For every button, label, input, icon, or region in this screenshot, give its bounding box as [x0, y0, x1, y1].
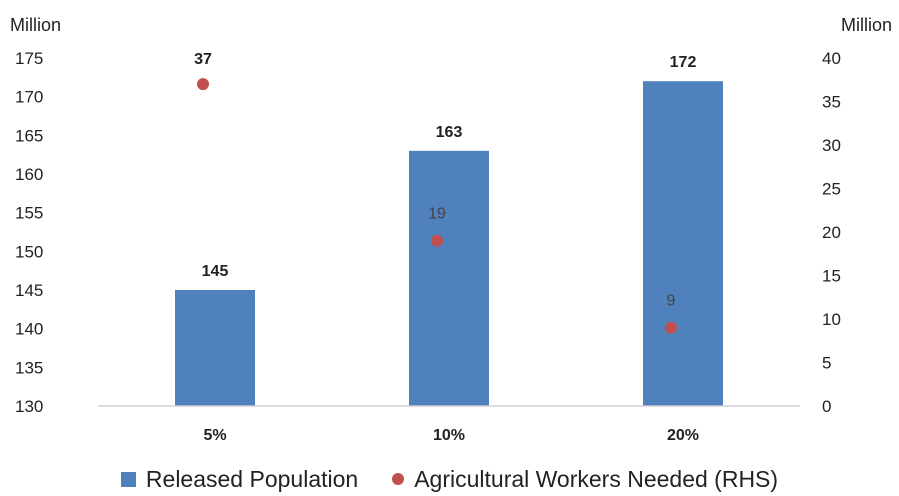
scatter-point — [665, 321, 677, 334]
right-axis-tick-label: 25 — [822, 180, 841, 199]
bar — [643, 81, 723, 406]
right-axis-unit-label: Million — [841, 15, 892, 35]
bar-data-label: 163 — [436, 124, 463, 141]
bar — [409, 150, 489, 406]
left-axis-tick-label: 130 — [15, 397, 43, 416]
left-axis-tick-label: 165 — [15, 126, 43, 145]
scatter-data-label: 37 — [194, 51, 212, 68]
right-axis-tick-label: 40 — [822, 49, 841, 68]
right-axis-tick-label: 5 — [822, 354, 831, 373]
legend-swatch-dot-icon — [392, 473, 405, 485]
left-axis-tick-label: 155 — [15, 204, 43, 223]
left-axis-tick-label: 175 — [15, 49, 43, 68]
right-axis-tick-label: 15 — [822, 267, 841, 286]
right-axis-tick-label: 0 — [822, 397, 831, 416]
legend-item-released-population: Released Population — [120, 465, 359, 493]
right-axis-tick-label: 10 — [822, 310, 841, 329]
x-axis-tick-label: 20% — [667, 427, 699, 444]
chart-legend: Released Population Agricultural Workers… — [0, 462, 899, 496]
left-axis-tick-label: 150 — [15, 242, 43, 261]
legend-item-agricultural-workers: Agricultural Workers Needed (RHS) — [392, 466, 778, 493]
legend-label-agricultural-workers: Agricultural Workers Needed (RHS) — [414, 465, 779, 492]
scatter-data-label: 19 — [428, 206, 446, 223]
right-axis-tick-label: 30 — [822, 136, 841, 155]
scatter-point — [431, 234, 443, 247]
legend-label-released-population: Released Population — [145, 465, 359, 492]
bar-data-label: 172 — [670, 54, 697, 71]
left-axis-unit-label: Million — [10, 15, 61, 35]
right-axis-tick-label: 35 — [822, 93, 841, 112]
legend-swatch-square-icon — [120, 471, 136, 487]
x-axis-tick-label: 10% — [433, 427, 465, 444]
right-axis-tick-label: 20 — [822, 223, 841, 242]
bar — [175, 290, 255, 406]
bar-data-label: 145 — [202, 263, 229, 280]
left-axis-tick-label: 160 — [15, 165, 43, 184]
scatter-data-label: 9 — [667, 293, 676, 310]
left-axis-tick-label: 145 — [15, 281, 43, 300]
left-axis-tick-label: 135 — [15, 358, 43, 377]
x-axis-tick-label: 5% — [203, 427, 226, 444]
left-axis-tick-label: 170 — [15, 88, 43, 107]
left-axis-tick-label: 140 — [15, 320, 43, 339]
scatter-point — [197, 78, 209, 91]
